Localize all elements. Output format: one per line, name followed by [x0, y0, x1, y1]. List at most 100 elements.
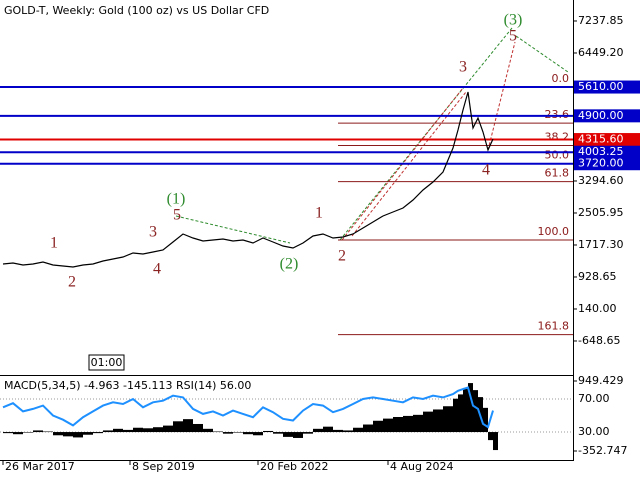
- macd-bar: [73, 432, 83, 438]
- macd-bar: [463, 387, 468, 433]
- time-label: 01:00: [91, 356, 123, 369]
- wave-label: 1: [315, 205, 323, 222]
- macd-bar: [123, 429, 133, 433]
- macd-bar: [203, 428, 213, 433]
- macd-bar: [473, 390, 478, 433]
- macd-bar: [43, 431, 53, 433]
- y-tick-label: 2505.95: [578, 206, 624, 219]
- fib-label: 161.8: [538, 320, 570, 333]
- y-tick-label: -648.65: [578, 334, 620, 347]
- level-label: 3720.00: [578, 157, 624, 170]
- macd-bar: [143, 428, 153, 433]
- wave-label: 1: [50, 235, 58, 252]
- y-tick-label: 928.65: [578, 270, 617, 283]
- macd-bar: [193, 423, 203, 433]
- macd-bar: [443, 406, 453, 433]
- macd-bar: [283, 432, 293, 437]
- y2-tick-label: 30.00: [578, 425, 610, 438]
- level-box: [574, 145, 640, 159]
- indicator-pane: 949.429 -352.747 70.00 30.00: [0, 374, 627, 457]
- level-box: [574, 157, 640, 171]
- wave-label: 5: [173, 207, 181, 224]
- fib-label: 61.8: [545, 167, 570, 180]
- macd-bar: [33, 430, 43, 433]
- fib-label: 38.2: [545, 130, 570, 143]
- y2-tick-label: 70.00: [578, 392, 610, 405]
- y-tick-label: -352.747: [578, 444, 627, 457]
- wave-label: (2): [280, 256, 299, 273]
- level-label: 4900.00: [578, 109, 624, 122]
- fib-label: 0.0: [552, 72, 570, 85]
- macd-bar: [423, 411, 433, 433]
- macd-bar: [243, 432, 253, 435]
- wave-line: [515, 35, 569, 73]
- wave-label: 3: [149, 224, 157, 241]
- macd-bar: [403, 415, 413, 433]
- macd-bar: [233, 432, 243, 433]
- wave-line: [175, 215, 291, 244]
- macd-bar: [53, 432, 63, 436]
- fib-label: 100.0: [538, 225, 570, 238]
- wave-label: 5: [509, 28, 517, 45]
- y-tick-label: 7237.85: [578, 14, 624, 27]
- wave-label: (3): [504, 12, 523, 29]
- y-tick-label: 949.429: [578, 374, 624, 387]
- macd-bar: [458, 394, 463, 433]
- macd-bar: [333, 429, 343, 433]
- macd-bar: [413, 414, 423, 433]
- macd-bar: [93, 432, 103, 434]
- macd-bar: [313, 428, 323, 433]
- level-box: [574, 80, 640, 94]
- macd-bar: [113, 428, 123, 433]
- macd-bar: [263, 430, 273, 433]
- macd-bar: [3, 432, 13, 434]
- macd-bar: [173, 421, 183, 433]
- macd-bar: [493, 432, 498, 451]
- fib-label: 23.6: [545, 108, 570, 121]
- macd-bar: [253, 432, 263, 436]
- wave-label: 2: [338, 248, 346, 265]
- macd-bar: [133, 427, 143, 433]
- macd-bar: [343, 430, 353, 433]
- macd-bar: [363, 424, 373, 433]
- chart-title: GOLD-T, Weekly: Gold (100 oz) vs US Doll…: [4, 4, 269, 17]
- macd-bar: [293, 432, 303, 438]
- level-box: [574, 109, 640, 123]
- macd-bar: [468, 383, 473, 433]
- y-tick-label: 3294.60: [578, 174, 624, 187]
- macd-bar: [433, 409, 443, 433]
- wave-line: [487, 41, 516, 151]
- fib-label: 50.0: [545, 149, 570, 162]
- indicator-title: MACD(5,34,5) -4.963 -145.113 RSI(14) 56.…: [4, 379, 251, 392]
- x-tick-label: 4 Aug 2024: [390, 460, 453, 473]
- macd-bar: [488, 432, 493, 441]
- macd-bar: [483, 407, 488, 433]
- macd-bar: [273, 432, 283, 434]
- wave-label: 4: [153, 261, 161, 278]
- macd-bar: [373, 420, 383, 433]
- time-box: [88, 354, 125, 371]
- x-tick-label: 20 Feb 2022: [260, 460, 328, 473]
- macd-bar: [83, 432, 93, 435]
- macd-bar: [353, 427, 363, 433]
- macd-bar: [393, 416, 403, 433]
- macd-bar: [183, 419, 193, 433]
- macd-bar: [223, 432, 233, 434]
- macd-bar: [323, 426, 333, 433]
- wave-label: 4: [482, 162, 490, 179]
- rsi-line: [2, 386, 494, 429]
- price-line: [2, 91, 494, 268]
- level-label: 4003.25: [578, 145, 624, 158]
- y-tick-label: 1717.30: [578, 238, 624, 251]
- macd-bar: [453, 398, 458, 433]
- x-tick-label: 26 Mar 2017: [5, 460, 75, 473]
- y-tick-label: 140.00: [578, 302, 617, 315]
- level-box: [574, 133, 640, 147]
- macd-bar: [303, 432, 313, 434]
- macd-bar: [153, 427, 163, 433]
- main-pane: 7237.85 6449.20 3294.60 2505.95 1717.30 928.6…: [0, 12, 640, 473]
- wave-label: 3: [459, 59, 467, 76]
- macd-bar: [103, 430, 113, 433]
- wave-label: 2: [68, 274, 76, 291]
